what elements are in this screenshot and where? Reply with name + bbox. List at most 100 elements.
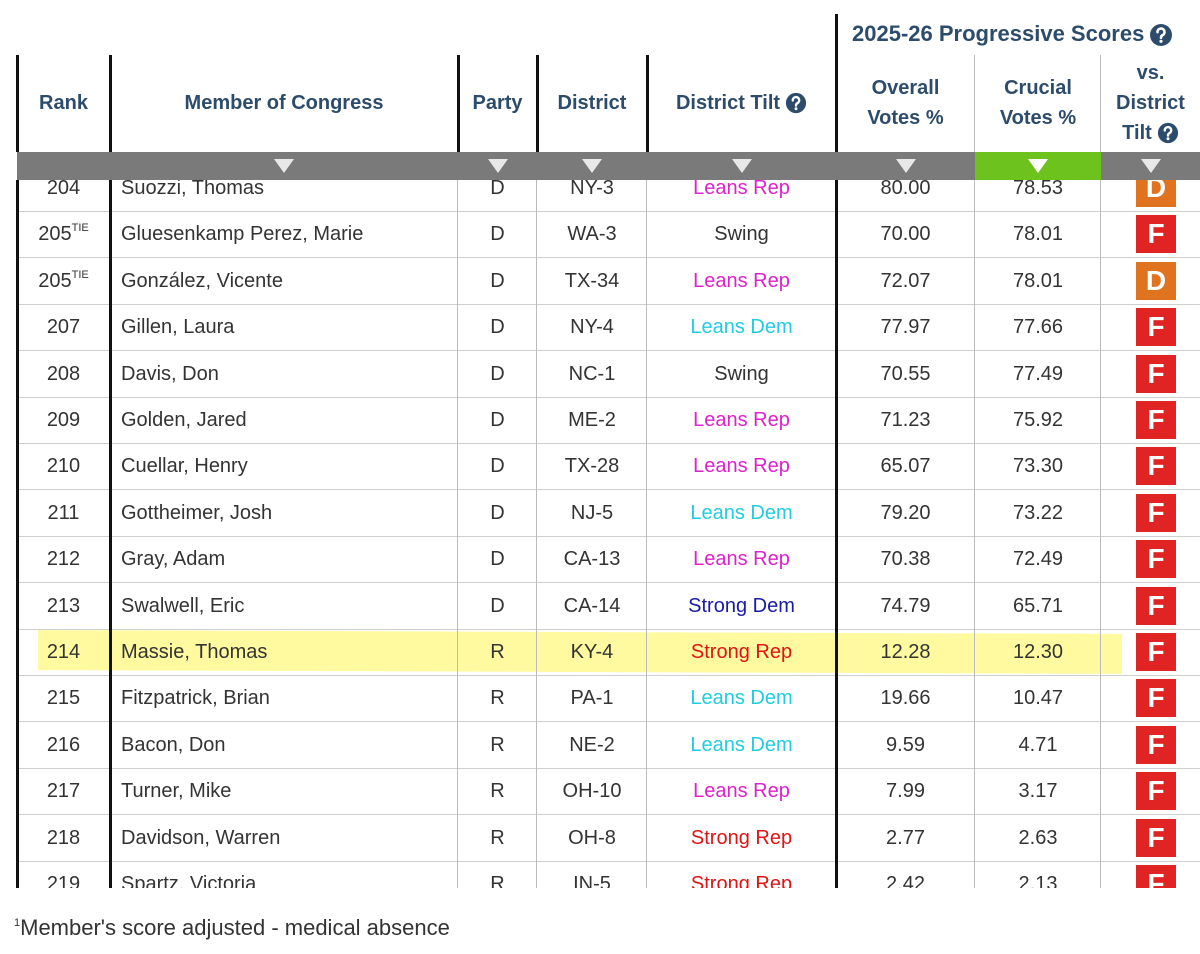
grade-badge: F bbox=[1136, 725, 1176, 764]
district-cell: NY-4 bbox=[537, 304, 647, 350]
column-header-label: Overall Votes % bbox=[867, 76, 944, 129]
overall: 72.07 bbox=[880, 269, 931, 292]
sort-cell[interactable] bbox=[647, 152, 836, 180]
district: TX-28 bbox=[564, 455, 620, 478]
overall: 2.42 bbox=[886, 873, 925, 888]
column-line bbox=[109, 180, 112, 888]
party: R bbox=[490, 687, 505, 710]
crucial-cell: 4.71 bbox=[975, 722, 1101, 768]
overall: 2.77 bbox=[886, 826, 925, 849]
sort-cell[interactable] bbox=[975, 152, 1101, 180]
district-cell: NE-2 bbox=[537, 722, 647, 768]
column-line bbox=[1100, 55, 1101, 152]
help-icon[interactable] bbox=[1149, 23, 1173, 47]
grade-badge: F bbox=[1136, 354, 1176, 393]
column-header[interactable]: Crucial Votes % bbox=[975, 55, 1101, 150]
name-cell: Swalwell, Eric bbox=[121, 583, 458, 629]
district: OH-10 bbox=[562, 780, 622, 803]
tilt: Strong Dem bbox=[688, 594, 795, 617]
column-header[interactable]: District Tilt bbox=[647, 55, 836, 150]
overall: 19.66 bbox=[880, 687, 931, 710]
name: Gluesenkamp Perez, Marie bbox=[121, 223, 364, 246]
sort-arrow bbox=[1028, 159, 1048, 173]
column-header-text: Crucial Votes % bbox=[988, 73, 1088, 133]
footnote: 1Member's score adjusted - medical absen… bbox=[14, 915, 450, 941]
column-header[interactable]: Party bbox=[458, 55, 537, 150]
name-cell: Turner, Mike bbox=[121, 768, 458, 814]
name: Suozzi, Thomas bbox=[121, 180, 265, 199]
party: R bbox=[490, 873, 505, 888]
crucial: 12.30 bbox=[1012, 641, 1064, 663]
district: KY-4 bbox=[570, 641, 614, 663]
column-header[interactable]: Overall Votes % bbox=[836, 55, 975, 150]
column-header[interactable]: District bbox=[537, 55, 647, 150]
crucial: 78.01 bbox=[1012, 269, 1064, 292]
sort-cell[interactable] bbox=[836, 152, 975, 180]
crucial: 65.71 bbox=[1012, 594, 1064, 617]
rank-cell: 219 bbox=[17, 861, 110, 888]
tilt-cell: Leans Rep bbox=[647, 536, 836, 582]
party-cell: R bbox=[458, 629, 537, 675]
tilt: Strong Rep bbox=[690, 826, 793, 849]
rank: 208 bbox=[46, 362, 81, 385]
tie-mark: TIE bbox=[71, 268, 89, 281]
column-line bbox=[974, 180, 975, 888]
tilt-cell: Leans Rep bbox=[647, 768, 836, 814]
overall-cell: 2.77 bbox=[836, 815, 975, 861]
name: Gottheimer, Josh bbox=[121, 501, 273, 524]
district-cell: CA-13 bbox=[537, 536, 647, 582]
tilt-cell: Swing bbox=[647, 351, 836, 397]
rank-cell: 216 bbox=[17, 722, 110, 768]
overall-cell: 19.66 bbox=[836, 675, 975, 721]
district-cell: TX-28 bbox=[537, 443, 647, 489]
name: Massie, Thomas bbox=[121, 641, 268, 663]
column-line bbox=[109, 55, 112, 152]
sort-cell[interactable] bbox=[1101, 152, 1200, 180]
name: González, Vicente bbox=[121, 269, 283, 292]
grade-badge: F bbox=[1136, 401, 1176, 439]
crucial: 10.47 bbox=[1012, 687, 1064, 710]
help-icon[interactable] bbox=[785, 92, 807, 114]
crucial: 2.63 bbox=[1018, 826, 1058, 849]
overall: 70.55 bbox=[880, 362, 931, 385]
crucial-cell: 78.53 bbox=[975, 180, 1101, 211]
rank-cell: 217 bbox=[17, 768, 110, 814]
sort-cell[interactable] bbox=[458, 152, 537, 180]
tilt-cell: Strong Rep bbox=[647, 629, 836, 675]
rank: 218 bbox=[46, 826, 81, 849]
district-cell: OH-10 bbox=[537, 768, 647, 814]
table-row: 207 Gillen, Laura D NY-4 Leans Dem 77.97 77.66… bbox=[17, 304, 1200, 352]
district-cell: KY-4 bbox=[537, 629, 647, 675]
party: R bbox=[490, 733, 505, 756]
party: R bbox=[490, 641, 505, 663]
crucial-cell: 2.63 bbox=[975, 815, 1101, 861]
column-header[interactable]: vs. District Tilt bbox=[1101, 55, 1200, 150]
grade-badge: D bbox=[1136, 261, 1176, 300]
rank: 209 bbox=[46, 409, 81, 431]
sort-cell[interactable] bbox=[110, 152, 458, 180]
name-cell: Cuellar, Henry bbox=[121, 443, 458, 489]
rank: 207 bbox=[46, 316, 81, 339]
help-icon[interactable] bbox=[1157, 122, 1179, 144]
overall-cell: 65.07 bbox=[836, 443, 975, 489]
party: D bbox=[490, 548, 505, 571]
sort-cell[interactable] bbox=[537, 152, 647, 180]
column-line bbox=[536, 180, 537, 888]
name-cell: Gottheimer, Josh bbox=[121, 490, 458, 536]
tilt-cell: Strong Rep bbox=[647, 815, 836, 861]
column-header[interactable]: Member of Congress bbox=[110, 55, 458, 150]
column-line bbox=[835, 180, 838, 888]
overall-cell: 77.97 bbox=[836, 304, 975, 350]
column-header[interactable]: Rank bbox=[17, 55, 110, 150]
table-row: 215 Fitzpatrick, Brian R PA-1 Leans Dem 19.66… bbox=[17, 675, 1200, 723]
sort-cell[interactable] bbox=[17, 152, 110, 180]
tilt: Strong Rep bbox=[690, 873, 793, 888]
overall: 12.28 bbox=[880, 641, 931, 663]
crucial-cell: 12.30 bbox=[975, 629, 1101, 675]
tilt: Strong Rep bbox=[690, 641, 793, 663]
rank-cell: 205TIE bbox=[17, 211, 110, 257]
name: Fitzpatrick, Brian bbox=[121, 687, 270, 710]
footnote-mark: 1 bbox=[14, 917, 21, 929]
crucial-cell: 77.49 bbox=[975, 351, 1101, 397]
rank: 217 bbox=[46, 780, 81, 803]
